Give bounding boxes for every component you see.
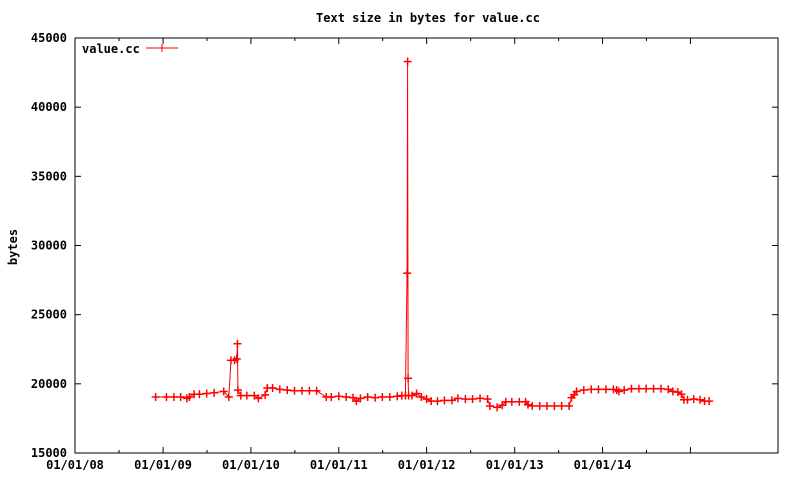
x-tick-label-2: 01/01/10 [222,458,280,472]
data-point-40 [385,392,394,401]
data-point-54 [440,396,449,405]
data-point-61 [485,401,494,410]
data-point-29 [312,386,321,395]
data-point-98 [696,395,705,404]
data-point-48 [407,391,416,400]
data-point-69 [528,401,537,410]
data-point-21 [261,390,270,399]
data-point-36 [356,394,365,403]
data-point-100 [705,397,714,406]
data-point-77 [572,387,581,396]
data-point-56 [453,394,462,403]
y-tick-label-0: 15000 [31,446,67,460]
data-point-44 [403,269,412,278]
y-tick-label-5: 40000 [31,100,67,114]
x-axis: 01/01/08 01/01/09 01/01/10 01/01/11 01/01/12… [46,38,691,472]
data-point-14 [232,354,241,363]
data-point-58 [468,395,477,404]
data-point-11 [224,392,233,401]
data-point-68 [523,400,532,409]
data-point-39 [378,392,387,401]
data-point-31 [327,392,336,401]
data-point-8 [202,389,211,398]
data-point-88 [642,384,651,393]
data-point-91 [664,385,673,394]
y-axis-label: bytes [6,229,20,265]
data-point-51 [422,395,431,404]
data-point-27 [297,386,306,395]
data-point-16 [233,386,242,395]
data-point-60 [483,395,492,404]
data-point-94 [677,390,686,399]
x-tick-label-0: 01/01/08 [46,458,104,472]
data-point-50 [417,392,426,401]
data-point-62 [493,403,502,412]
data-point-65 [507,397,516,406]
data-point-55 [447,396,456,405]
data-point-84 [614,387,623,396]
data-point-72 [550,401,559,410]
data-point-26 [290,386,299,395]
data-point-32 [334,392,343,401]
data-point-23 [268,383,277,392]
data-point-24 [275,385,284,394]
data-point-79 [587,385,596,394]
data-point-70 [535,401,544,410]
data-point-37 [363,392,372,401]
data-point-71 [542,401,551,410]
y-tick-label-3: 30000 [31,239,67,253]
data-point-87 [634,384,643,393]
data-point-59 [476,394,485,403]
x-tick-label-3: 01/01/11 [310,458,368,472]
data-point-38 [371,393,380,402]
data-point-2 [169,392,178,401]
data-point-5 [185,392,194,401]
data-point-3 [176,392,185,401]
data-point-7 [195,390,204,399]
y-axis: 15000 20000 25000 30000 35000 40000 45000 [31,31,778,460]
legend-label: value.cc [82,42,140,56]
data-point-1 [162,392,171,401]
y-tick-label-4: 35000 [31,169,67,183]
data-point-28 [305,386,314,395]
chart-title: Text size in bytes for value.cc [316,11,540,25]
data-point-90 [657,384,666,393]
data-point-10 [219,387,228,396]
x-tick-label-4: 01/01/12 [398,458,456,472]
data-point-85 [620,386,629,395]
data-point-19 [250,391,259,400]
data-point-89 [649,384,658,393]
data-point-81 [601,385,610,394]
data-point-53 [433,397,442,406]
data-point-80 [594,385,603,394]
data-point-73 [557,401,566,410]
data-point-0 [151,392,160,401]
series-layer [151,57,714,412]
data-point-18 [242,391,251,400]
data-point-78 [579,386,588,395]
data-point-9 [210,388,219,397]
data-point-63 [498,401,507,410]
y-tick-label-1: 20000 [31,377,67,391]
y-tick-label-2: 25000 [31,308,67,322]
data-point-46 [404,374,413,383]
y-tick-label-6: 45000 [31,31,67,45]
legend: value.cc [82,42,178,56]
data-point-49 [412,389,421,398]
data-point-86 [627,384,636,393]
data-point-25 [283,386,292,395]
data-point-74 [565,401,574,410]
x-tick-label-6: 01/01/14 [574,458,632,472]
data-point-35 [352,397,361,406]
data-point-33 [342,392,351,401]
x-tick-label-1: 01/01/09 [134,458,192,472]
data-point-45 [403,57,412,66]
data-point-20 [254,394,263,403]
data-point-57 [461,395,470,404]
data-point-15 [233,339,242,348]
x-tick-label-5: 01/01/13 [486,458,544,472]
